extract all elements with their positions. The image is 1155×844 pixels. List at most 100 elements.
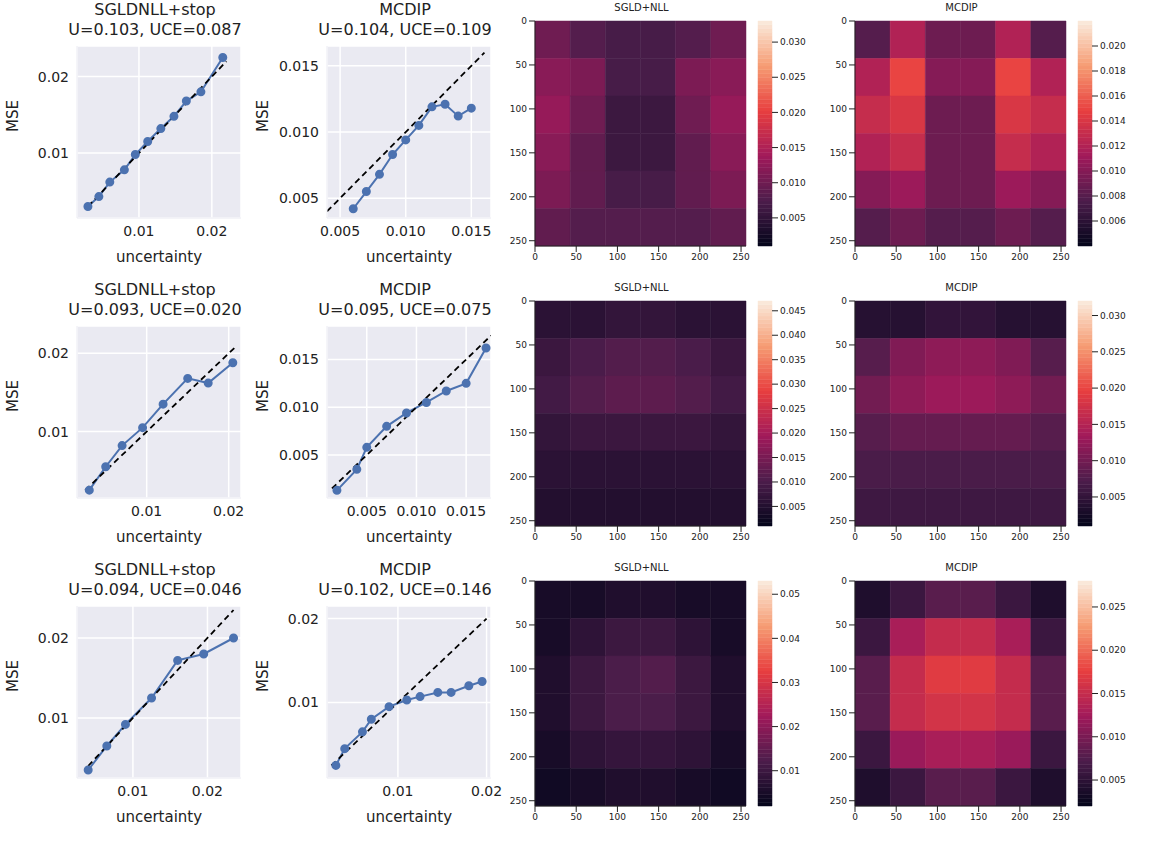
svg-text:100: 100 xyxy=(929,812,946,822)
svg-text:50: 50 xyxy=(836,620,848,630)
svg-text:200: 200 xyxy=(830,752,847,762)
svg-text:uncertainty: uncertainty xyxy=(366,248,452,266)
svg-text:uncertainty: uncertainty xyxy=(116,808,202,826)
svg-text:0.010: 0.010 xyxy=(279,399,319,415)
svg-text:150: 150 xyxy=(510,708,527,718)
svg-text:50: 50 xyxy=(516,620,528,630)
svg-text:150: 150 xyxy=(650,252,667,262)
svg-text:0.025: 0.025 xyxy=(780,72,806,82)
svg-text:0.005: 0.005 xyxy=(320,223,360,239)
svg-text:200: 200 xyxy=(1011,252,1028,262)
svg-text:0: 0 xyxy=(521,16,527,26)
svg-text:250: 250 xyxy=(830,796,847,806)
svg-text:0.005: 0.005 xyxy=(347,503,387,519)
svg-text:150: 150 xyxy=(830,428,847,438)
svg-text:0.025: 0.025 xyxy=(1100,602,1126,612)
svg-text:0.01: 0.01 xyxy=(38,145,69,161)
svg-text:0.02: 0.02 xyxy=(38,69,69,85)
svg-text:0.02: 0.02 xyxy=(213,503,244,519)
svg-text:0.05: 0.05 xyxy=(780,589,800,599)
svg-text:0: 0 xyxy=(852,532,858,542)
svg-text:0.01: 0.01 xyxy=(288,694,319,710)
svg-text:200: 200 xyxy=(830,472,847,482)
svg-text:100: 100 xyxy=(929,252,946,262)
svg-text:0.01: 0.01 xyxy=(780,766,800,776)
svg-text:0: 0 xyxy=(521,296,527,306)
svg-text:250: 250 xyxy=(732,252,749,262)
svg-text:0.020: 0.020 xyxy=(780,428,806,438)
svg-text:150: 150 xyxy=(970,532,987,542)
svg-text:150: 150 xyxy=(650,812,667,822)
svg-text:MSE: MSE xyxy=(255,100,272,132)
svg-text:100: 100 xyxy=(510,664,527,674)
svg-text:0.02: 0.02 xyxy=(288,611,319,627)
svg-text:MSE: MSE xyxy=(5,100,22,132)
svg-text:MSE: MSE xyxy=(5,660,22,692)
svg-text:50: 50 xyxy=(836,60,848,70)
svg-text:250: 250 xyxy=(510,236,527,246)
svg-text:0.01: 0.01 xyxy=(131,503,162,519)
svg-text:250: 250 xyxy=(1052,812,1069,822)
svg-text:0.012: 0.012 xyxy=(1100,141,1126,151)
svg-text:0.030: 0.030 xyxy=(1100,311,1126,321)
svg-text:0.015: 0.015 xyxy=(446,503,486,519)
svg-text:0: 0 xyxy=(521,576,527,586)
svg-text:0.02: 0.02 xyxy=(38,630,69,646)
svg-text:50: 50 xyxy=(570,812,582,822)
svg-text:0.015: 0.015 xyxy=(780,453,806,463)
svg-text:uncertainty: uncertainty xyxy=(116,248,202,266)
svg-text:50: 50 xyxy=(516,60,528,70)
svg-text:0.015: 0.015 xyxy=(1100,420,1126,430)
svg-text:MSE: MSE xyxy=(255,380,272,412)
svg-text:100: 100 xyxy=(830,384,847,394)
svg-text:50: 50 xyxy=(570,252,582,262)
svg-text:0.010: 0.010 xyxy=(780,477,806,487)
svg-text:250: 250 xyxy=(1052,252,1069,262)
svg-text:0.005: 0.005 xyxy=(1100,775,1126,785)
svg-text:0.010: 0.010 xyxy=(1100,166,1126,176)
svg-text:0.005: 0.005 xyxy=(780,502,806,512)
svg-text:0.040: 0.040 xyxy=(780,330,806,340)
svg-text:200: 200 xyxy=(1011,812,1028,822)
svg-text:250: 250 xyxy=(1052,532,1069,542)
svg-text:0.015: 0.015 xyxy=(279,58,319,74)
svg-text:0.014: 0.014 xyxy=(1100,116,1126,126)
svg-text:0.01: 0.01 xyxy=(38,710,69,726)
svg-text:100: 100 xyxy=(510,384,527,394)
svg-text:0.020: 0.020 xyxy=(1100,383,1126,393)
svg-text:150: 150 xyxy=(970,252,987,262)
svg-text:250: 250 xyxy=(732,812,749,822)
svg-text:0.010: 0.010 xyxy=(279,124,319,140)
svg-text:250: 250 xyxy=(830,516,847,526)
svg-text:uncertainty: uncertainty xyxy=(366,808,452,826)
svg-text:100: 100 xyxy=(510,104,527,114)
svg-text:0: 0 xyxy=(532,812,538,822)
svg-text:0.015: 0.015 xyxy=(451,223,491,239)
svg-text:50: 50 xyxy=(890,252,902,262)
svg-text:0.015: 0.015 xyxy=(279,351,319,367)
svg-text:0.016: 0.016 xyxy=(1100,91,1126,101)
svg-text:0: 0 xyxy=(841,16,847,26)
svg-text:50: 50 xyxy=(516,340,528,350)
svg-text:uncertainty: uncertainty xyxy=(116,528,202,546)
svg-text:200: 200 xyxy=(691,532,708,542)
svg-text:0.02: 0.02 xyxy=(192,783,223,799)
svg-text:0.02: 0.02 xyxy=(38,345,69,361)
svg-text:0: 0 xyxy=(841,296,847,306)
svg-text:250: 250 xyxy=(830,236,847,246)
svg-text:0.035: 0.035 xyxy=(780,355,806,365)
svg-text:0.018: 0.018 xyxy=(1100,66,1126,76)
svg-text:150: 150 xyxy=(830,148,847,158)
svg-text:150: 150 xyxy=(830,708,847,718)
svg-text:250: 250 xyxy=(510,796,527,806)
svg-text:0.01: 0.01 xyxy=(123,223,154,239)
svg-text:0.025: 0.025 xyxy=(780,404,806,414)
svg-text:0: 0 xyxy=(852,812,858,822)
svg-text:0.045: 0.045 xyxy=(780,306,806,316)
svg-text:250: 250 xyxy=(732,532,749,542)
svg-text:50: 50 xyxy=(890,812,902,822)
svg-text:0.020: 0.020 xyxy=(1100,41,1126,51)
svg-text:0.01: 0.01 xyxy=(38,424,69,440)
svg-text:0.025: 0.025 xyxy=(1100,347,1126,357)
svg-text:0.005: 0.005 xyxy=(279,447,319,463)
